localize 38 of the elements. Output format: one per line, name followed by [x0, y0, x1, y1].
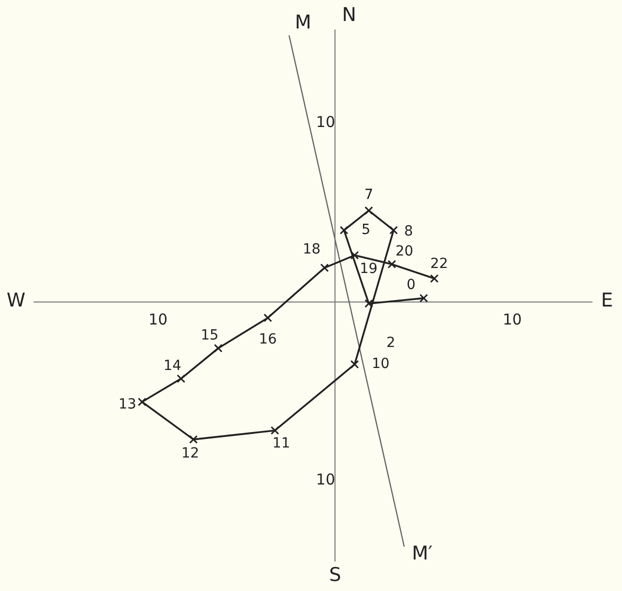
point	[350, 360, 359, 369]
annotation: 19	[360, 260, 378, 277]
annotation: M	[294, 11, 312, 34]
annotation: 14	[163, 358, 182, 374]
annotation: 20	[396, 243, 414, 260]
annotation: 5	[362, 222, 370, 238]
point	[214, 344, 223, 353]
annotation: 12	[181, 446, 200, 462]
annotation: 13	[118, 396, 136, 413]
annotation: 8	[404, 223, 413, 240]
point	[189, 435, 198, 444]
point	[419, 294, 428, 302]
point	[364, 299, 374, 308]
annotation: 11	[272, 436, 290, 452]
text: N	[342, 4, 356, 26]
point	[264, 314, 272, 322]
annotation: 18	[302, 242, 321, 258]
annotation: 0	[406, 277, 416, 294]
point	[388, 260, 396, 268]
annotation: 15	[200, 328, 219, 344]
annotation: 22	[430, 256, 448, 272]
annotation: 2	[386, 335, 396, 352]
point	[340, 226, 348, 235]
text: E	[600, 290, 614, 312]
annotation: 10	[372, 356, 390, 372]
point	[350, 250, 359, 260]
annotation: M′	[412, 542, 433, 565]
point	[320, 264, 329, 272]
point	[364, 206, 374, 215]
point	[389, 226, 398, 235]
point	[430, 274, 439, 283]
point	[176, 374, 186, 383]
text: W	[6, 290, 26, 312]
annotation: 16	[258, 331, 277, 348]
point	[270, 426, 280, 435]
point	[138, 398, 146, 406]
text: S	[329, 564, 342, 586]
annotation: 7	[364, 187, 374, 204]
